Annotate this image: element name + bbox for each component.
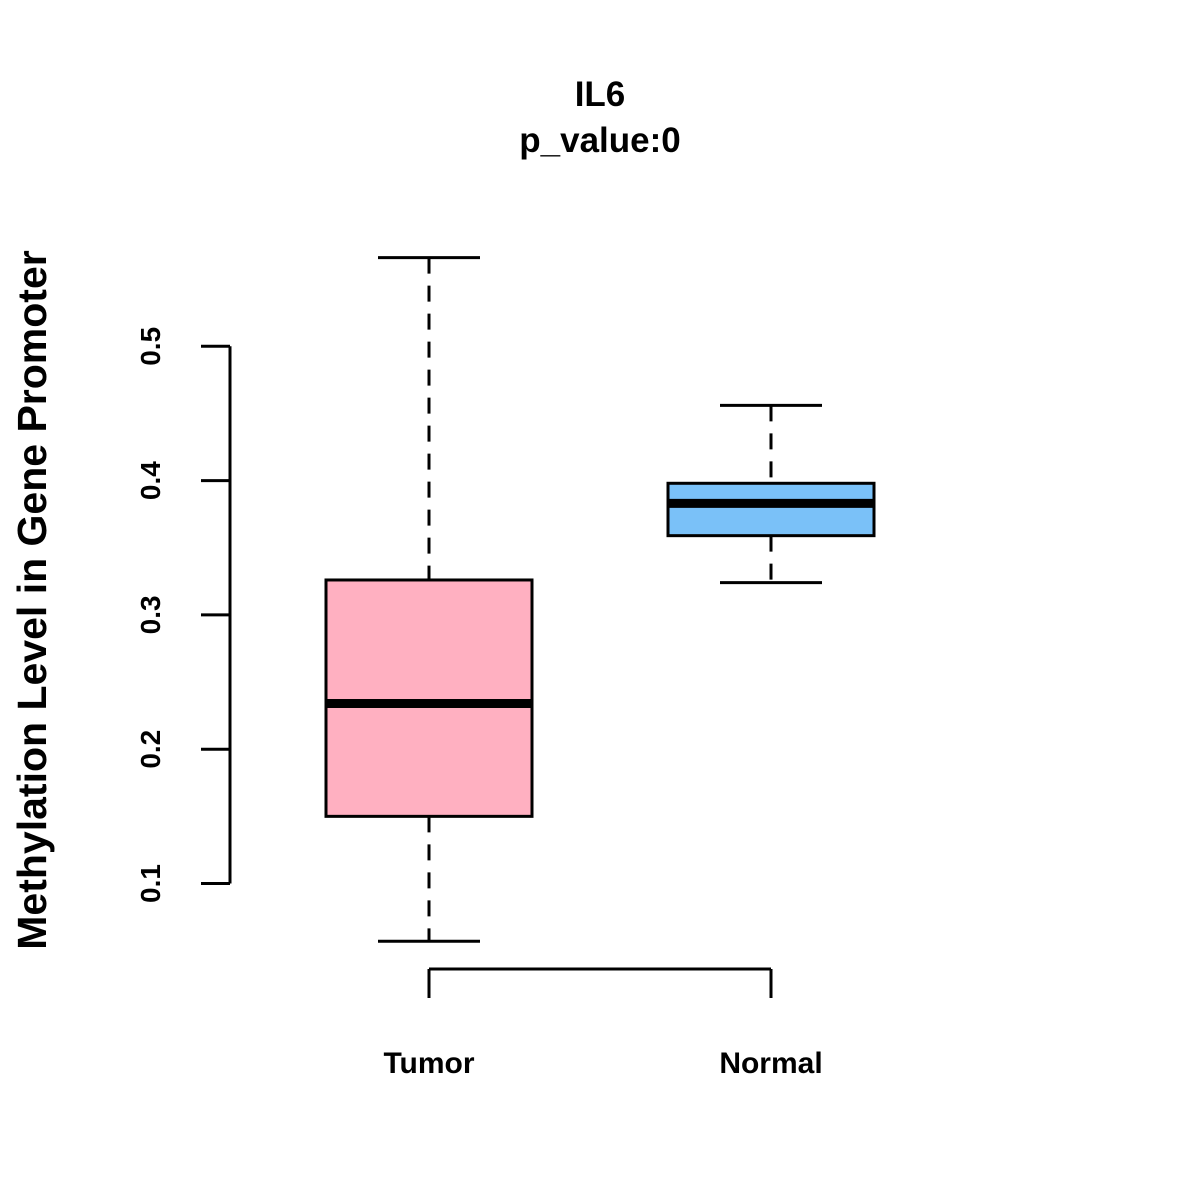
x-tick-label: Normal — [719, 1047, 822, 1080]
y-axis: 0.1 0.2 0.3 0.4 0.5 — [135, 327, 232, 903]
y-tick-label: 0.5 — [135, 327, 166, 366]
y-tick-label: 0.1 — [135, 864, 166, 903]
y-tick-label: 0.3 — [135, 595, 166, 634]
y-tick-label: 0.2 — [135, 730, 166, 769]
y-tick-label: 0.4 — [135, 461, 166, 500]
x-axis: Tumor Normal — [383, 967, 823, 1080]
chart-title: IL6 — [575, 75, 626, 114]
box-series — [324, 256, 876, 943]
box-tumor — [324, 256, 534, 943]
chart-subtitle: p_value:0 — [519, 121, 680, 160]
box-normal — [666, 403, 876, 585]
iqr-box — [666, 481, 876, 538]
y-axis-label: Methylation Level in Gene Promoter — [9, 250, 55, 949]
iqr-box — [324, 578, 534, 818]
x-tick-label: Tumor — [383, 1047, 474, 1080]
